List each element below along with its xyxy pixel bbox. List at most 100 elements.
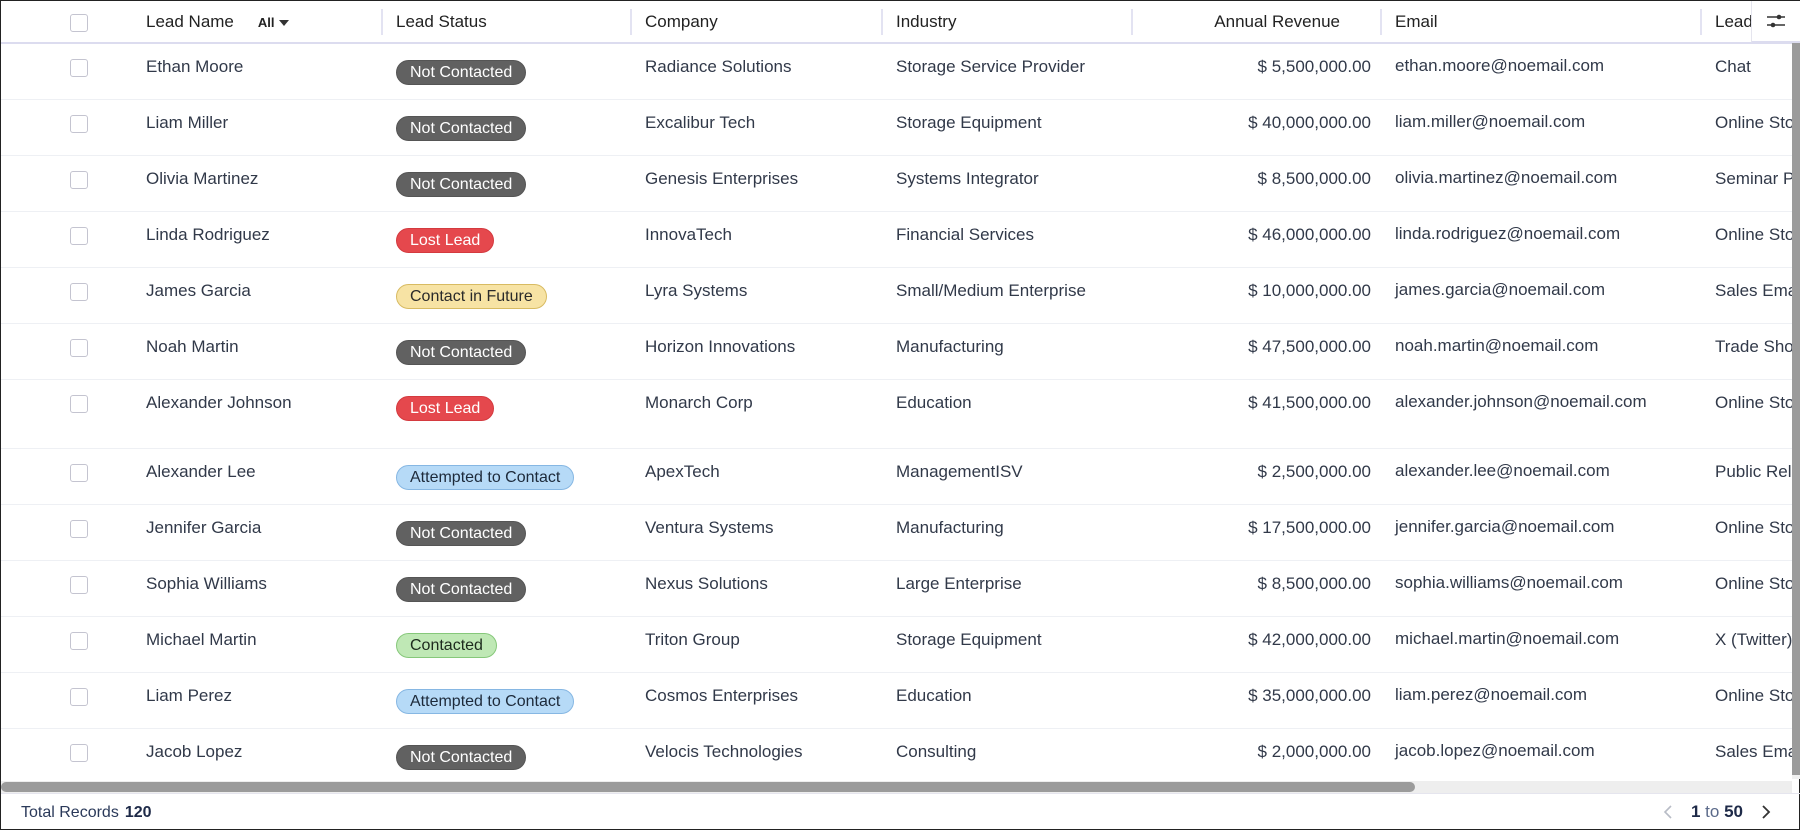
column-header-industry[interactable]: Industry (883, 1, 1133, 43)
table-row[interactable]: Sophia Williams Not Contacted Nexus Soluti… (1, 560, 1792, 616)
status-badge: Not Contacted (396, 520, 527, 546)
company: Monarch Corp (645, 392, 753, 412)
email[interactable]: linda.rodriguez@noemail.com (1395, 223, 1621, 243)
status-badge: Not Contacted (396, 171, 527, 197)
lead-name[interactable]: James Garcia (146, 280, 251, 300)
annual-revenue: $ 5,500,000.00 (1257, 57, 1371, 76)
lead-name[interactable]: Alexander Johnson (146, 392, 292, 412)
table-row[interactable]: Olivia Martinez Not Contacted Genesis Ente… (1, 155, 1792, 211)
row-checkbox[interactable] (70, 394, 88, 413)
table-row[interactable]: Ethan Moore Not Contacted Radiance Solutio… (1, 43, 1792, 99)
row-checkbox[interactable] (70, 59, 88, 77)
horizontal-scrollbar-thumb[interactable] (1, 782, 1415, 792)
table-row[interactable]: Jacob Lopez Not Contacted Velocis Technolo… (1, 728, 1792, 779)
table-row[interactable]: Alexander Johnson Lost Lead Monarch Corp Ed… (1, 379, 1792, 448)
lead-name-filter-dropdown[interactable]: All (258, 15, 289, 30)
vertical-scrollbar[interactable] (1792, 43, 1800, 779)
column-header-email[interactable]: Email (1382, 1, 1702, 43)
lead-source: Online Store (1715, 392, 1792, 412)
lead-name[interactable]: Jacob Lopez (146, 741, 243, 761)
table-row[interactable]: Liam Miller Not Contacted Excalibur Tech St… (1, 99, 1792, 155)
lead-name[interactable]: Olivia Martinez (146, 168, 259, 188)
row-checkbox-cell (1, 728, 131, 779)
previous-page-icon[interactable] (1663, 804, 1673, 820)
lead-source: Chat (1715, 57, 1751, 76)
email[interactable]: liam.miller@noemail.com (1395, 111, 1586, 131)
row-checkbox[interactable] (70, 338, 88, 357)
email[interactable]: olivia.martinez@noemail.com (1395, 167, 1618, 187)
status-badge: Not Contacted (396, 115, 527, 141)
annual-revenue: $ 42,000,000.00 (1248, 629, 1371, 649)
company: InnovaTech (645, 224, 732, 244)
annual-revenue: $ 17,500,000.00 (1248, 517, 1371, 537)
table-row[interactable]: Noah Martin Not Contacted Horizon Innovati… (1, 323, 1792, 379)
select-all-checkbox[interactable] (70, 13, 88, 32)
row-checkbox[interactable] (70, 114, 88, 133)
annual-revenue: $ 10,000,000.00 (1248, 280, 1371, 300)
email[interactable]: ethan.moore@noemail.com (1395, 56, 1605, 75)
row-checkbox[interactable] (70, 631, 88, 650)
row-checkbox[interactable] (70, 743, 88, 762)
table-row[interactable]: Jennifer Garcia Not Contacted Ventura Syst… (1, 504, 1792, 560)
email[interactable]: alexander.johnson@noemail.com (1395, 391, 1647, 411)
lead-name[interactable]: Liam Perez (146, 685, 232, 705)
industry: Financial Services (896, 224, 1034, 244)
table-row[interactable]: Linda Rodriguez Lost Lead InnovaTech Financ… (1, 211, 1792, 267)
industry: Large Enterprise (896, 573, 1022, 593)
row-checkbox-cell (1, 155, 131, 211)
column-header-lead-name[interactable]: Lead Name All (131, 1, 383, 43)
lead-name[interactable]: Sophia Williams (146, 573, 267, 593)
lead-status-cell: Contact in Future (383, 267, 632, 323)
row-checkbox[interactable] (70, 575, 88, 594)
row-checkbox[interactable] (70, 463, 88, 482)
status-badge: Lost Lead (396, 395, 495, 421)
annual-revenue: $ 2,500,000.00 (1257, 461, 1371, 481)
email[interactable]: liam.perez@noemail.com (1395, 684, 1588, 704)
row-checkbox-cell (1, 211, 131, 267)
lead-name[interactable]: Noah Martin (146, 336, 239, 356)
email[interactable]: alexander.lee@noemail.com (1395, 460, 1610, 480)
row-checkbox-cell (1, 43, 131, 99)
next-page-icon[interactable] (1761, 804, 1771, 820)
status-badge: Not Contacted (396, 339, 527, 365)
column-header-annual-revenue[interactable]: Annual Revenue (1133, 1, 1382, 43)
lead-source: Online Store (1715, 517, 1792, 537)
email[interactable]: james.garcia@noemail.com (1395, 279, 1606, 299)
column-settings-button[interactable] (1751, 1, 1800, 43)
row-checkbox[interactable] (70, 226, 88, 245)
email[interactable]: jacob.lopez@noemail.com (1395, 740, 1595, 760)
lead-name[interactable]: Jennifer Garcia (146, 517, 262, 537)
column-label: Lead Name (146, 11, 234, 31)
lead-name[interactable]: Alexander Lee (146, 461, 256, 481)
row-checkbox[interactable] (70, 170, 88, 189)
horizontal-scrollbar[interactable] (1, 781, 1792, 793)
row-checkbox[interactable] (70, 282, 88, 301)
lead-source: X (Twitter) (1715, 629, 1792, 649)
lead-status-cell: Not Contacted (383, 99, 632, 155)
annual-revenue: $ 47,500,000.00 (1248, 336, 1371, 356)
industry: Education (896, 392, 972, 412)
vertical-scrollbar-thumb[interactable] (1792, 43, 1800, 775)
email[interactable]: noah.martin@noemail.com (1395, 335, 1599, 355)
table-row[interactable]: Alexander Lee Attempted to Contact ApexTec… (1, 448, 1792, 504)
company: ApexTech (645, 461, 720, 481)
industry: Small/Medium Enterprise (896, 280, 1086, 300)
table-row[interactable]: James Garcia Contact in Future Lyra System… (1, 267, 1792, 323)
lead-name[interactable]: Liam Miller (146, 112, 229, 132)
row-checkbox[interactable] (70, 687, 88, 706)
lead-name[interactable]: Ethan Moore (146, 57, 244, 76)
email[interactable]: sophia.williams@noemail.com (1395, 572, 1623, 592)
table-row[interactable]: Michael Martin Contacted Triton Group Stora… (1, 616, 1792, 672)
column-header-lead-status[interactable]: Lead Status (383, 1, 632, 43)
total-records: Total Records 120 (21, 804, 152, 822)
email[interactable]: michael.martin@noemail.com (1395, 628, 1620, 648)
lead-status-cell: Not Contacted (383, 560, 632, 616)
email[interactable]: jennifer.garcia@noemail.com (1395, 516, 1615, 536)
industry: Storage Equipment (896, 112, 1042, 132)
table-row[interactable]: Liam Perez Attempted to Contact Cosmos Ent… (1, 672, 1792, 728)
annual-revenue: $ 40,000,000.00 (1248, 112, 1371, 132)
lead-name[interactable]: Michael Martin (146, 629, 257, 649)
column-header-company[interactable]: Company (632, 1, 883, 43)
row-checkbox[interactable] (70, 519, 88, 538)
lead-name[interactable]: Linda Rodriguez (146, 224, 270, 244)
